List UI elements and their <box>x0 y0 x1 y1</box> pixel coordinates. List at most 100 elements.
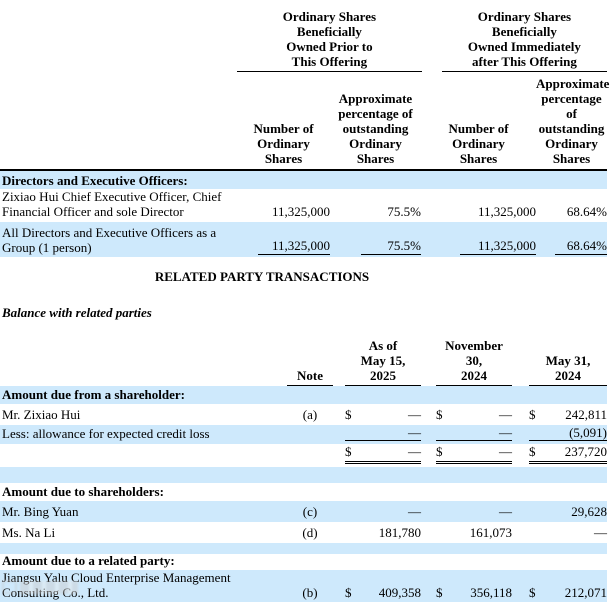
currency-symbol: $ <box>436 444 443 459</box>
table-row: Jiangsu Yalu Cloud Enterprise Management… <box>0 570 607 602</box>
amount-value: 242,811 <box>565 407 607 422</box>
col-header-number-after: Number of Ordinary Shares <box>448 121 509 166</box>
amount-cell: 29,628 <box>512 504 607 519</box>
amount-value: 409,358 <box>378 585 421 600</box>
amount-value: (5,091) <box>569 425 607 440</box>
currency-symbol: $ <box>345 444 352 459</box>
group-header-after-offering: Ordinary Shares Beneficially Owned Immed… <box>441 9 607 72</box>
cell-number-prior: 11,325,000 <box>237 238 330 255</box>
col-header-november-30-2024: November 30, 2024 <box>421 338 512 386</box>
amount-cell: $ — <box>421 407 512 422</box>
amount-value: 356,118 <box>470 585 512 600</box>
amount-value: 181,780 <box>378 525 421 540</box>
amount-value: 161,073 <box>469 525 512 540</box>
underlined-value: 11,325,000 <box>460 238 536 255</box>
section-row-due-from-shareholder: Amount due from a shareholder: <box>0 386 607 404</box>
amount-cell: (5,091) <box>512 425 607 441</box>
table-row: Mr. Bing Yuan (c) — — 29,628 <box>0 501 607 522</box>
currency-symbol: $ <box>529 585 536 600</box>
col-header-percent-after: Approximate percentage of outstanding Or… <box>536 76 610 166</box>
amount-value: — <box>408 504 421 519</box>
amount-value: — <box>408 407 421 422</box>
group-header-prior-offering: Ordinary Shares Beneficially Owned Prior… <box>237 9 422 72</box>
cell-percent-prior: 75.5% <box>330 238 421 255</box>
amount-cell: — <box>335 504 421 519</box>
table-row: Mr. Zixiao Hui (a) $ — $ — $242,811 <box>0 404 607 425</box>
currency-symbol: $ <box>345 585 352 600</box>
subsection-title: Balance with related parties <box>2 305 152 320</box>
cell-number-after: 11,325,000 <box>421 238 536 255</box>
amount-value: — <box>408 425 421 440</box>
currency-symbol: $ <box>436 407 443 422</box>
amount-cell: $356,118 <box>421 585 512 600</box>
underlined-value: 11,325,000 <box>258 238 330 255</box>
cell-percent-after: 68.64% <box>566 204 607 219</box>
spacer-row <box>0 543 607 554</box>
note-ref: (b) <box>302 585 318 600</box>
amount-cell: — <box>421 425 512 441</box>
section-row-due-to-shareholders: Amount due to shareholders: <box>2 484 164 499</box>
col-header-may-31-2024: May 31, 2024 <box>512 353 607 386</box>
amount-value: — <box>408 444 421 459</box>
amount-value: 29,628 <box>571 504 607 519</box>
section-row-directors: Directors and Executive Officers: <box>0 171 607 189</box>
table-row: Less: allowance for expected credit loss… <box>0 425 607 444</box>
underlined-value: 68.64% <box>555 238 607 255</box>
col-header-may-15-2025: As of May 15, 2025 <box>335 338 421 386</box>
ownership-column-header-row: Number of Ordinary Shares Approximate pe… <box>0 72 610 171</box>
amount-value: 237,720 <box>564 444 607 459</box>
spacer-row <box>0 467 607 483</box>
ownership-group-header-row: Ordinary Shares Beneficially Owned Prior… <box>0 0 607 72</box>
table-row: Zixiao Hui Chief Executive Officer, Chie… <box>0 189 607 222</box>
amount-value: — <box>499 425 512 440</box>
amount-value: — <box>499 444 512 459</box>
cell-number-after: 11,325,000 <box>477 204 536 219</box>
balance-table: Note As of May 15, 2025 November 30, 202… <box>0 334 613 602</box>
cell-number-prior: 11,325,000 <box>271 204 330 219</box>
note-ref: (d) <box>302 525 318 540</box>
amount-cell: $212,071 <box>512 585 607 600</box>
amount-cell: $409,358 <box>335 585 421 600</box>
amount-cell: — <box>512 525 607 540</box>
section-row-due-to-related-party: Amount due to a related party: <box>2 553 175 568</box>
balance-header-row: Note As of May 15, 2025 November 30, 202… <box>0 334 607 386</box>
row-label: Zixiao Hui Chief Executive Officer, Chie… <box>2 189 222 219</box>
amount-cell: $242,811 <box>512 407 607 422</box>
amount-value: — <box>499 407 512 422</box>
row-label: Less: allowance for expected credit loss <box>2 426 210 441</box>
col-header-number-prior: Number of Ordinary Shares <box>253 121 314 166</box>
total-row: $ — $ — $237,720 <box>0 444 607 467</box>
row-label: All Directors and Executive Officers as … <box>2 225 217 255</box>
currency-symbol: $ <box>345 407 352 422</box>
amount-value: — <box>594 525 607 540</box>
table-row: Ms. Na Li (d) 181,780 161,073 — <box>0 522 607 543</box>
amount-cell: 161,073 <box>421 525 512 540</box>
section-title: RELATED PARTY TRANSACTIONS <box>154 269 370 284</box>
currency-symbol: $ <box>529 407 536 422</box>
underlined-value: 75.5% <box>361 238 421 255</box>
amount-cell: $ — <box>335 407 421 422</box>
cell-percent-after: 68.64% <box>536 238 607 255</box>
amount-cell: 181,780 <box>335 525 421 540</box>
row-label: Jiangsu Yalu Cloud Enterprise Management… <box>2 570 231 600</box>
col-header-note: Note <box>285 368 335 386</box>
amount-cell: — <box>421 504 512 519</box>
row-label: Mr. Bing Yuan <box>2 504 79 519</box>
currency-symbol: $ <box>529 444 536 459</box>
amount-cell: — <box>335 425 421 441</box>
note-ref: (c) <box>302 504 318 519</box>
row-label: Ms. Na Li <box>2 525 56 540</box>
cell-percent-prior: 75.5% <box>387 204 421 219</box>
col-header-percent-prior: Approximate percentage of outstanding Or… <box>338 91 413 166</box>
amount-value: — <box>499 504 512 519</box>
amount-value: 212,071 <box>564 585 607 600</box>
amount-cell: $237,720 <box>512 444 607 464</box>
row-label: Mr. Zixiao Hui <box>2 407 81 422</box>
amount-cell: $ — <box>335 444 421 464</box>
currency-symbol: $ <box>436 585 443 600</box>
ownership-table: Ordinary Shares Beneficially Owned Prior… <box>0 0 613 257</box>
amount-cell: $ — <box>421 444 512 464</box>
note-ref: (a) <box>302 407 318 422</box>
table-row: All Directors and Executive Officers as … <box>0 222 607 257</box>
